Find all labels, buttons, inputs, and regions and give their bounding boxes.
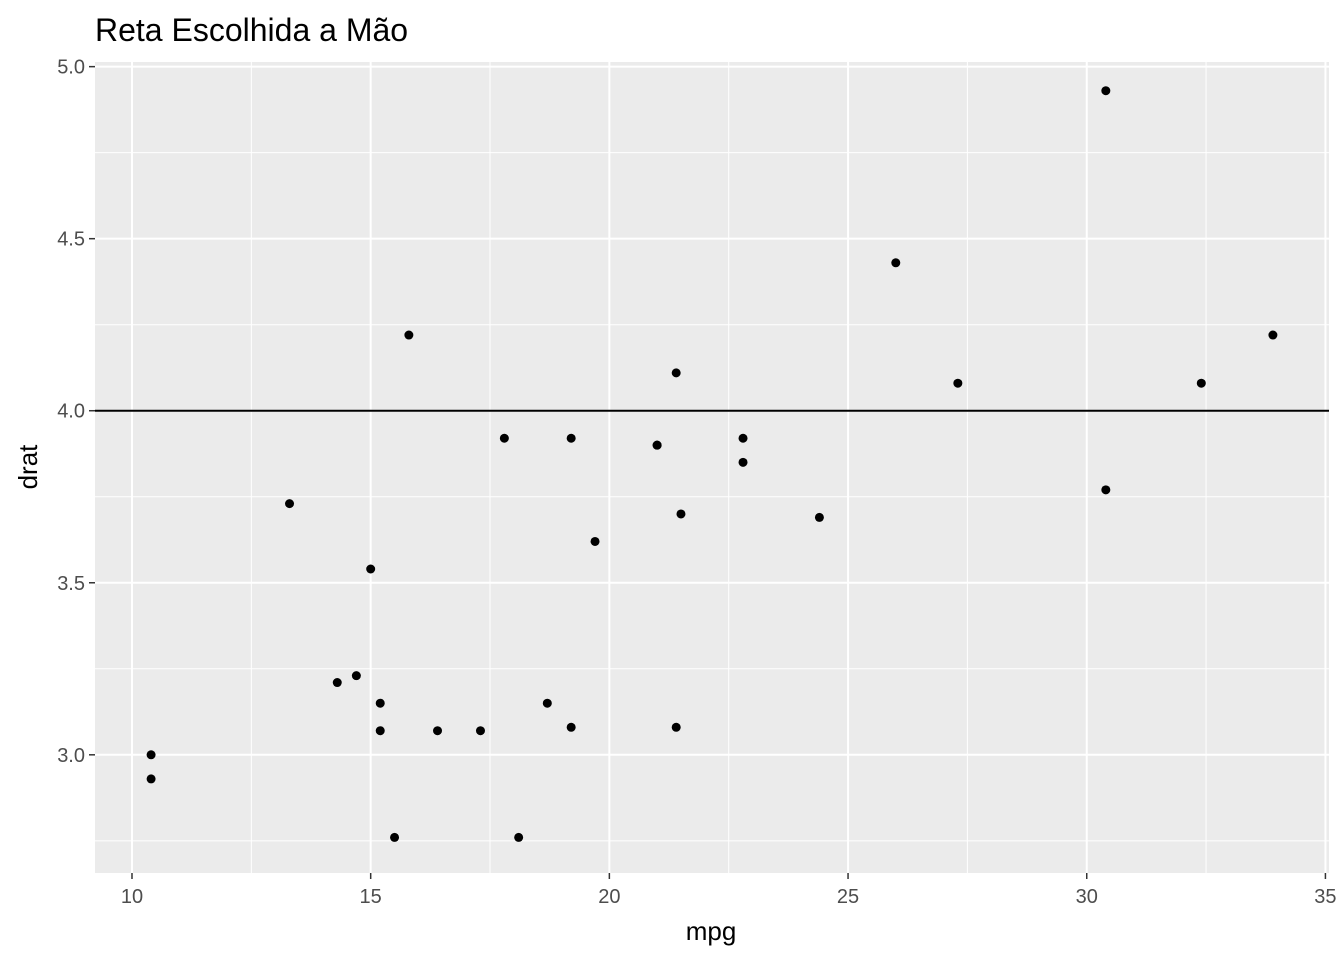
data-point [676, 509, 686, 519]
data-points [146, 86, 1278, 842]
y-axis-ticks: 3.0 3.5 4.0 4.5 5.0 [57, 57, 95, 767]
data-point [1268, 330, 1278, 340]
y-tick-label: 4.0 [57, 401, 85, 423]
data-point [351, 671, 361, 681]
data-point [433, 726, 443, 736]
chart-title: Reta Escolhida a Mão [95, 12, 408, 48]
data-point [814, 512, 824, 522]
x-tick-label: 35 [1314, 886, 1336, 908]
x-tick-label: 30 [1076, 886, 1098, 908]
data-point [671, 368, 681, 378]
plot-panel [95, 62, 1329, 873]
data-point [671, 722, 681, 732]
data-point [285, 499, 295, 509]
y-tick-label: 3.5 [57, 573, 85, 595]
data-point [1196, 378, 1206, 388]
data-point [375, 726, 385, 736]
data-point [566, 722, 576, 732]
data-point [738, 457, 748, 467]
x-axis-ticks: 10 15 20 25 30 35 [121, 873, 1337, 908]
x-tick-label: 25 [837, 886, 859, 908]
data-point [590, 536, 600, 546]
data-point [146, 750, 156, 760]
data-point [499, 433, 509, 443]
data-point [566, 433, 576, 443]
x-tick-label: 15 [360, 886, 382, 908]
data-point [375, 698, 385, 708]
data-point [652, 440, 662, 450]
x-tick-label: 10 [121, 886, 143, 908]
data-point [1101, 86, 1111, 96]
data-point [738, 433, 748, 443]
data-point [146, 774, 156, 784]
data-point [332, 678, 342, 688]
y-tick-label: 5.0 [57, 57, 85, 79]
data-point [953, 378, 963, 388]
data-point [514, 832, 524, 842]
y-tick-label: 4.5 [57, 229, 85, 251]
minor-gridlines [95, 62, 1329, 873]
x-tick-label: 20 [598, 886, 620, 908]
data-point [390, 832, 400, 842]
data-point [404, 330, 414, 340]
data-point [475, 726, 485, 736]
data-point [1101, 485, 1111, 495]
data-point [542, 698, 552, 708]
y-tick-label: 3.0 [57, 745, 85, 767]
x-axis-label: mpg [686, 916, 737, 946]
data-point [366, 564, 376, 574]
y-axis-label: drat [13, 444, 43, 490]
data-point [891, 258, 901, 268]
